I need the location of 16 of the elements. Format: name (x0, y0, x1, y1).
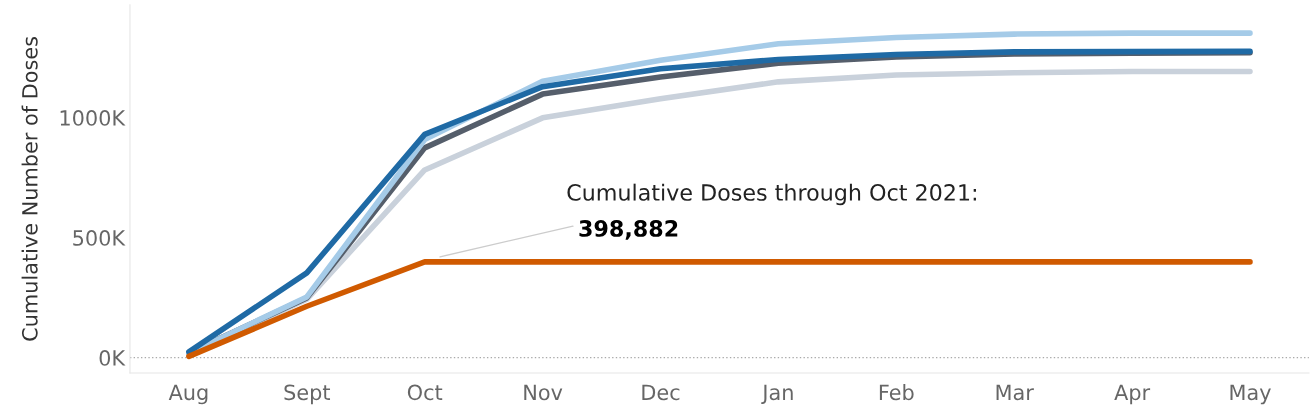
x-tick-label: Jan (761, 384, 793, 405)
x-tick-label: Nov (524, 384, 563, 401)
x-tick-label: Aug (168, 384, 208, 405)
x-tick-label: Sept (284, 384, 331, 405)
x-tick-label: May (1230, 384, 1271, 405)
y-tick-label: 0K (99, 350, 126, 366)
x-tick-label: Apr (1114, 384, 1151, 405)
x-tick-label: Mar (996, 384, 1034, 401)
x-tick-label: Dec (642, 384, 680, 401)
y-tick-label: 500K (73, 230, 126, 246)
annotation: 398,882 (579, 220, 678, 240)
annotation: Cumulative Doses through Oct 2021: (567, 183, 976, 206)
x-tick-label: Feb (879, 384, 914, 401)
x-tick-label: Oct (407, 384, 443, 401)
y-tick-label: 1000K (60, 110, 126, 126)
y-axis-title: Cumulative Number of Doses (21, 36, 38, 341)
